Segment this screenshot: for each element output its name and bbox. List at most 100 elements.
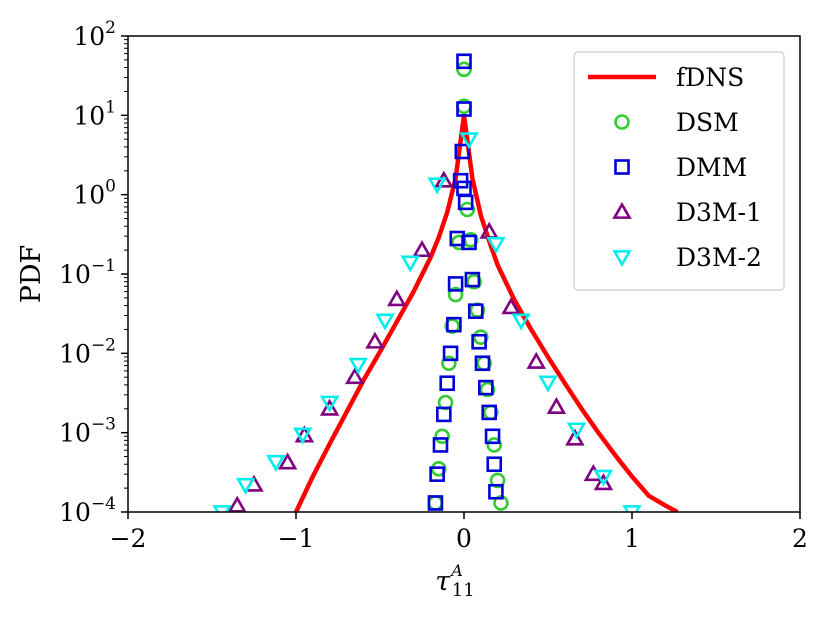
data-point [474, 355, 491, 372]
x-axis-label-sub: 11 [452, 580, 475, 601]
data-point [447, 276, 464, 292]
data-point [365, 331, 385, 349]
y-axis-label: PDF [16, 245, 47, 304]
y-tick-label: 10−3 [59, 415, 116, 448]
data-point [427, 177, 447, 195]
data-point [622, 505, 642, 512]
data-point [235, 477, 256, 495]
x-axis-label: τA 11 [435, 561, 474, 601]
data-point [387, 289, 407, 307]
data-point [348, 357, 368, 375]
series-dmm [427, 53, 504, 511]
data-point [565, 428, 585, 446]
legend-label: D3M-2 [676, 243, 762, 272]
data-point [593, 473, 614, 491]
data-point [526, 351, 546, 369]
legend-marker [614, 114, 630, 130]
legend-entry: D3M-1 [612, 198, 762, 227]
data-point [456, 101, 472, 117]
data-point [538, 375, 558, 393]
data-point [447, 286, 464, 303]
data-point [456, 53, 472, 70]
data-point [446, 316, 462, 333]
series-fdns [293, 113, 679, 512]
data-point [489, 472, 506, 489]
legend-label: D3M-1 [676, 198, 762, 227]
x-tick-label: −1 [278, 524, 315, 553]
data-point [464, 271, 481, 288]
legend-entry: fDNS [588, 63, 744, 92]
data-point [432, 437, 449, 453]
data-point [481, 404, 498, 421]
data-point [472, 329, 489, 345]
data-point [566, 422, 587, 440]
data-point [471, 333, 487, 350]
x-tick-label: 0 [456, 524, 472, 553]
data-point [227, 495, 247, 512]
y-tick-label: 10−2 [59, 335, 116, 368]
y-tick-label: 10−4 [59, 494, 116, 527]
x-axis: −2 −1 0 1 2 [110, 512, 808, 553]
data-point [427, 495, 444, 511]
data-point [345, 367, 365, 385]
series-d3m-1 [227, 170, 614, 512]
data-point [486, 236, 506, 254]
data-point [456, 61, 472, 78]
data-point [454, 143, 471, 160]
data-point [479, 381, 496, 398]
legend-entry: DSM [614, 108, 739, 137]
data-point [457, 194, 474, 211]
data-point [493, 495, 509, 511]
legend-marker [614, 159, 630, 175]
legend-label: fDNS [676, 63, 744, 92]
data-point [444, 318, 461, 334]
legend: fDNS DSM DMM D3M-1 D3M-2 [573, 51, 785, 291]
data-point [461, 234, 477, 251]
x-axis-label-base: τ [435, 566, 451, 597]
legend-marker [612, 201, 632, 219]
data-point [484, 428, 501, 445]
x-tick-label: −2 [110, 524, 147, 553]
data-point [212, 505, 232, 512]
legend-entry: D3M-2 [612, 243, 762, 272]
data-point [319, 395, 340, 413]
data-point [501, 297, 521, 315]
data-point [459, 132, 479, 150]
data-point [319, 398, 340, 416]
legend-entry: DMM [614, 153, 747, 182]
y-tick-label: 101 [73, 97, 116, 130]
data-point [429, 466, 445, 482]
data-point [466, 273, 482, 290]
data-point [375, 313, 395, 331]
data-point [266, 454, 286, 472]
data-point [400, 255, 420, 273]
data-point [478, 379, 494, 396]
data-point [511, 313, 531, 331]
y-tick-label: 10−1 [59, 256, 116, 289]
data-point [292, 427, 313, 445]
data-point [593, 469, 614, 487]
y-axis: 10−4 10−3 10−2 10−1 100 101 102 [59, 18, 128, 527]
series-layer [212, 53, 679, 512]
x-tick-label: 2 [792, 524, 808, 553]
fdns-line [293, 113, 679, 512]
data-point [277, 452, 298, 470]
data-point [486, 456, 503, 473]
data-point [427, 495, 444, 511]
data-point [434, 428, 450, 445]
data-point [436, 406, 452, 423]
x-axis-label-sup: A [449, 561, 463, 580]
data-point [441, 355, 457, 372]
data-point [467, 303, 484, 319]
data-point [488, 483, 504, 500]
legend-frame [573, 51, 785, 291]
data-point [546, 396, 567, 415]
legend-marker [612, 250, 632, 268]
data-point [412, 239, 432, 258]
y-tick-label: 102 [73, 18, 116, 51]
data-point [439, 375, 456, 392]
x-tick-label: 1 [624, 524, 640, 553]
data-point [486, 437, 503, 453]
y-tick-label: 100 [73, 177, 116, 210]
